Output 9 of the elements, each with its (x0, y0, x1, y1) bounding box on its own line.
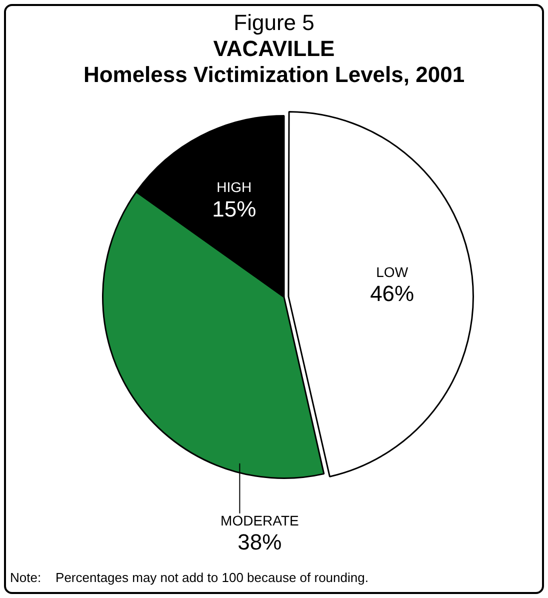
data-label: 15% (212, 196, 256, 222)
data-label: 38% (238, 529, 282, 554)
chart-title: Figure 5 (232, 10, 316, 36)
data-label: 46% (370, 281, 414, 306)
slice-label: MODERATE (220, 512, 299, 528)
slice-label: LOW (376, 264, 409, 280)
chart-subtitle: VACAVILLE Homeless Victimization Levels, 2001 (82, 36, 466, 88)
text: Note: Percentages may not add to 100 because of rounding. (10, 570, 368, 585)
slice-label: HIGH (216, 179, 252, 196)
